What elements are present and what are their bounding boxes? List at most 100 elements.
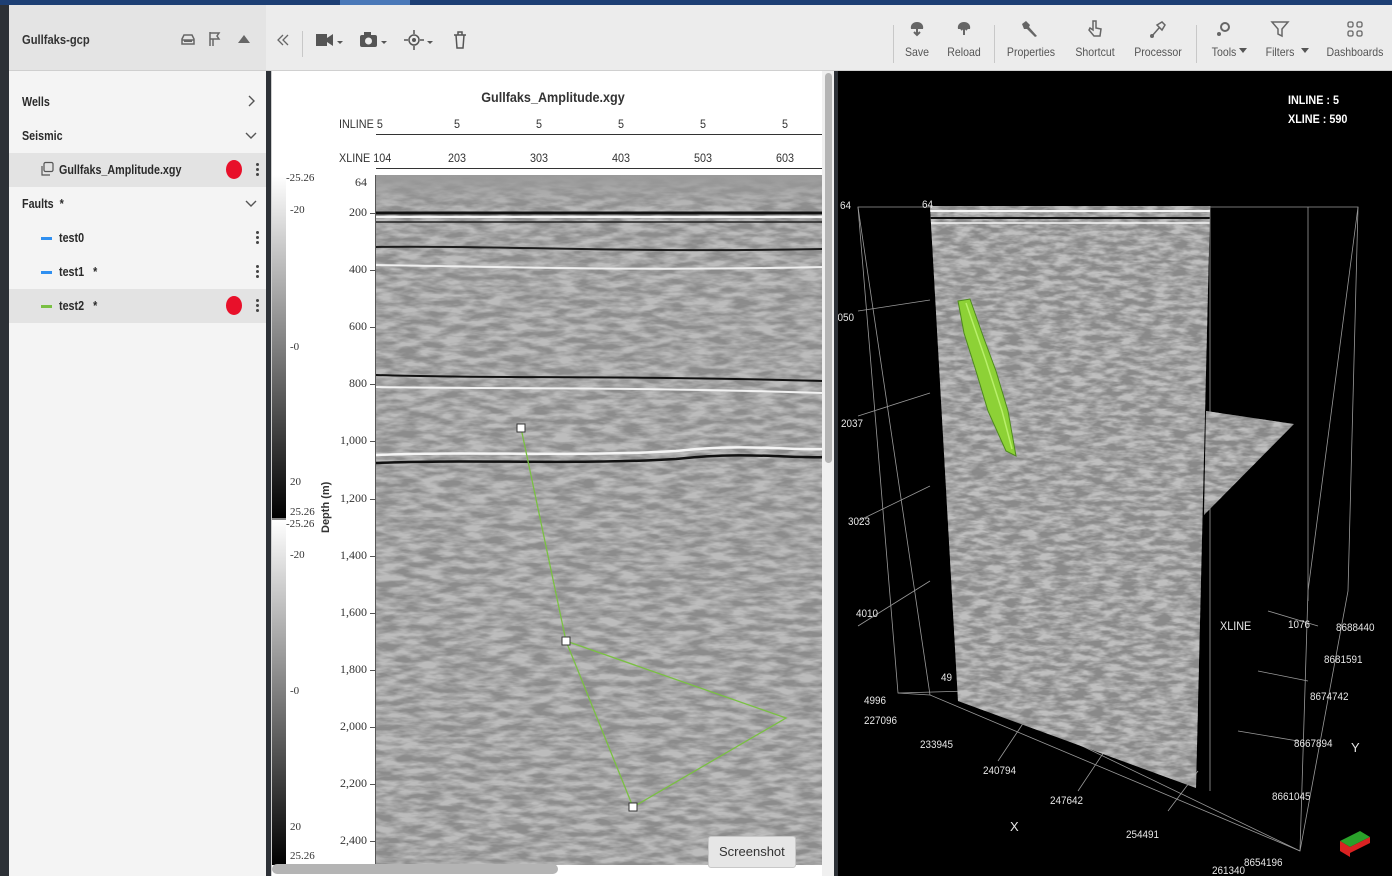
tree-faults[interactable]: Faults * bbox=[9, 187, 266, 221]
tools-button[interactable]: Tools bbox=[1204, 19, 1244, 65]
seismic-crossline-panel[interactable] bbox=[1198, 406, 1298, 521]
properties-button[interactable]: Properties bbox=[1002, 19, 1060, 65]
seismic-section-view[interactable]: Gullfaks_Amplitude.xgy INLINE 5 5 5 5 5 … bbox=[271, 71, 834, 876]
y-axis-label: 8681591 bbox=[1324, 654, 1363, 666]
xline-readout: XLINE : 590 bbox=[1288, 112, 1348, 126]
inline-tick-label: 5 bbox=[617, 117, 625, 131]
pointer-hand-icon bbox=[1085, 19, 1105, 39]
xline-tick-label: 203 bbox=[447, 151, 467, 165]
fault-color-swatch bbox=[41, 237, 52, 240]
depth-tick-label: 1,800 bbox=[340, 662, 367, 676]
colorbar-label: 25.26 bbox=[290, 850, 315, 862]
well-icon[interactable] bbox=[206, 30, 224, 48]
depth-tick-mark bbox=[370, 613, 375, 614]
copy-volume-icon bbox=[39, 161, 55, 180]
more-options-icon[interactable] bbox=[256, 163, 260, 177]
xline-tick-label: 303 bbox=[529, 151, 549, 165]
video-camera-icon[interactable] bbox=[314, 29, 348, 51]
depth-tick-label: 800 bbox=[349, 376, 367, 390]
colorbar-label: -25.26 bbox=[286, 518, 315, 530]
colorbar-label: -25.26 bbox=[286, 172, 315, 184]
tools-dropdown-icon[interactable] bbox=[1239, 41, 1247, 59]
y-axis-label: 8688440 bbox=[1336, 622, 1375, 634]
fault-control-point[interactable] bbox=[516, 423, 526, 433]
depth-tick-mark bbox=[370, 384, 375, 385]
fault-control-point[interactable] bbox=[561, 636, 571, 646]
shortcut-button[interactable]: Shortcut bbox=[1070, 19, 1120, 65]
depth-tick-label: 64 bbox=[355, 175, 367, 189]
y-axis-label: 8661045 bbox=[1272, 791, 1311, 803]
colorbar-label: 20 bbox=[290, 821, 301, 833]
tree-item-fault-test0[interactable]: test0 bbox=[9, 221, 266, 255]
processor-button[interactable]: Processor bbox=[1130, 19, 1186, 65]
amplitude-colorbar bbox=[272, 175, 286, 865]
screenshot-tooltip: Screenshot bbox=[708, 836, 796, 868]
collapse-panel-icon[interactable] bbox=[274, 31, 292, 53]
3d-viewer[interactable]: INLINE : 5 XLINE : 590 64 64 1050 2037 3… bbox=[838, 71, 1392, 876]
seismic-section-image[interactable] bbox=[376, 175, 824, 865]
left-edge-strip bbox=[0, 5, 9, 876]
tree-item-fault-test1[interactable]: test1 * bbox=[9, 255, 266, 289]
tree-item-seismic-volume[interactable]: Gullfaks_Amplitude.xgy bbox=[9, 153, 266, 187]
seismic-inline-panel[interactable] bbox=[918, 201, 1218, 801]
depth-tick-label: 2,400 bbox=[340, 833, 367, 847]
depth-tick-label: 1,600 bbox=[340, 605, 367, 619]
camera-icon[interactable] bbox=[358, 29, 392, 51]
save-icon bbox=[907, 19, 927, 39]
dashboards-button[interactable]: Dashboards bbox=[1322, 19, 1388, 65]
x-axis-label: 247642 bbox=[1050, 795, 1084, 807]
project-title: Gullfaks-gcp bbox=[22, 32, 90, 47]
tree-seismic[interactable]: Seismic bbox=[9, 119, 266, 153]
depth-tick-label: 1,000 bbox=[340, 433, 367, 447]
visibility-indicator[interactable] bbox=[226, 296, 242, 315]
depth-tick-mark bbox=[370, 327, 375, 328]
fault-control-point[interactable] bbox=[628, 802, 638, 812]
fault-trace-test2[interactable] bbox=[520, 427, 788, 808]
more-options-icon[interactable] bbox=[256, 265, 260, 279]
wells-label: Wells bbox=[22, 95, 50, 109]
more-options-icon[interactable] bbox=[256, 299, 260, 313]
chevron-down-icon bbox=[244, 196, 258, 210]
x-axis-label: 227096 bbox=[864, 715, 898, 727]
tree-wells[interactable]: Wells bbox=[9, 85, 266, 119]
depth-tick-mark bbox=[370, 499, 375, 500]
fault-surface-test2[interactable] bbox=[957, 298, 1017, 457]
section-title: Gullfaks_Amplitude.xgy bbox=[481, 89, 625, 105]
depth-tick-label: 1,400 bbox=[340, 548, 367, 562]
orientation-cube-icon[interactable] bbox=[1340, 831, 1370, 857]
seismic-label: Seismic bbox=[22, 129, 63, 143]
fault-label: test1 * bbox=[59, 265, 98, 279]
fault-label: test2 * bbox=[59, 299, 98, 313]
inline-axis-line bbox=[376, 134, 822, 135]
database-icon[interactable] bbox=[179, 30, 197, 48]
chevron-right-icon bbox=[244, 94, 258, 108]
depth-tick-mark bbox=[370, 270, 375, 271]
fault-color-swatch bbox=[41, 271, 52, 274]
collapse-up-icon[interactable] bbox=[235, 30, 253, 48]
xline-header-label: XLINE 104 bbox=[339, 151, 392, 165]
horizontal-scrollbar[interactable] bbox=[272, 864, 558, 874]
dashboard-grid-icon bbox=[1345, 19, 1365, 39]
filters-dropdown-icon[interactable] bbox=[1301, 41, 1309, 59]
3d-box-wireframe bbox=[857, 206, 1359, 852]
depth-tick-label: 200 bbox=[349, 205, 367, 219]
more-options-icon[interactable] bbox=[256, 231, 260, 245]
depth-axis-title: Depth (m) bbox=[320, 481, 332, 533]
vertical-scrollbar[interactable] bbox=[822, 71, 834, 876]
trash-icon[interactable] bbox=[451, 29, 469, 51]
filters-button[interactable]: Filters bbox=[1260, 19, 1300, 65]
wrench-icon bbox=[1021, 19, 1041, 39]
fault-label: test0 bbox=[59, 231, 85, 245]
depth-tick-mark bbox=[370, 441, 375, 442]
visibility-indicator[interactable] bbox=[226, 160, 242, 179]
inline-readout: INLINE : 5 bbox=[1288, 93, 1340, 107]
depth-axis-label: 49 bbox=[941, 672, 953, 684]
move-target-icon[interactable] bbox=[404, 29, 438, 51]
colorbar-label: -0 bbox=[290, 685, 300, 697]
depth-axis-label: 1050 bbox=[838, 312, 855, 324]
xline-axis-label: XLINE bbox=[1220, 619, 1252, 633]
tree-item-fault-test2[interactable]: test2 * bbox=[9, 289, 266, 323]
tools-icon bbox=[1214, 19, 1234, 39]
save-button[interactable]: Save bbox=[902, 19, 932, 65]
reload-button[interactable]: Reload bbox=[942, 19, 986, 65]
